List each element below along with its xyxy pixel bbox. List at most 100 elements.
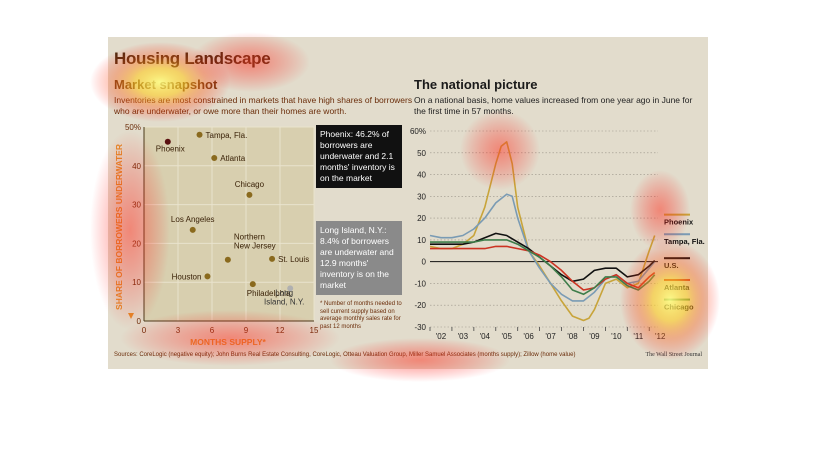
months-supply-footnote: * Number of months needed to sell curren… — [320, 301, 402, 330]
legend-label-atlanta: Atlanta — [664, 283, 690, 292]
scatter-point-los-angeles — [189, 226, 196, 233]
scatter-point-chicago — [246, 191, 253, 198]
scatter-label-phoenix: Phoenix — [156, 145, 185, 154]
scatter-label-line: Long — [275, 288, 293, 297]
line-y-tick-label: 40 — [417, 171, 426, 180]
line-x-tick-label: '12 — [655, 332, 666, 341]
line-x-tick-label: '03 — [458, 332, 469, 341]
legend-swatch-tampa-fla — [664, 233, 690, 236]
scatter-label-line: Chicago — [235, 180, 265, 189]
line-y-tick-label: 10 — [417, 236, 426, 245]
scatter-label-line: Northern — [234, 233, 265, 242]
line-y-tick-label: 30 — [417, 192, 426, 201]
line-y-tick-label: -10 — [414, 279, 426, 288]
line-legend: Phoenix Tampa, Fla. U.S. Atlanta Chicago — [664, 213, 705, 312]
line-x-tick-label: '11 — [633, 332, 643, 341]
scatter-x-tick-label: 0 — [142, 326, 147, 335]
scatter-label-chicago: Chicago — [235, 180, 265, 189]
line-series-group — [429, 141, 656, 322]
series-line-phoenix — [429, 141, 656, 322]
scatter-point-atlanta — [211, 155, 218, 162]
line-y-tick-label: 50 — [417, 149, 426, 158]
scatter-chart: 0 3 6 9 12 15 0 10 20 30 40 50% Phoenix Tampa, Fla. A… — [114, 123, 318, 347]
line-x-tick-label: '02 — [436, 332, 447, 341]
housing-graphic: Housing Landscape Market snapshot Invent… — [108, 37, 708, 369]
scatter-label-line: Island, N.Y. — [264, 297, 304, 306]
scatter-point-st-louis — [269, 255, 276, 262]
scatter-x-axis-label: MONTHS SUPPLY* — [190, 337, 266, 347]
scatter-label-line: Phoenix — [156, 145, 185, 154]
scatter-label-tampa-fla: Tampa, Fla. — [206, 131, 248, 140]
national-picture-description: On a national basis, home values increas… — [414, 95, 693, 116]
scatter-grid — [144, 126, 315, 321]
market-snapshot-heading: Market snapshot — [114, 77, 218, 92]
scatter-point-long-island-n-y — [287, 285, 294, 292]
line-x-tick-label: '04 — [480, 332, 491, 341]
sources-note: Sources: CoreLogic (negative equity); Jo… — [114, 352, 576, 358]
line-y-tick-label: -20 — [414, 301, 426, 310]
line-y-tick-label: 20 — [417, 214, 426, 223]
y-axis-arrow-icon — [128, 313, 134, 319]
long-island-callout: Long Island, N.Y.: 8.4% of borrowers are… — [316, 221, 402, 295]
legend-label-tampa-fla: Tampa, Fla. — [664, 237, 705, 246]
scatter-label-line: New Jersey — [234, 242, 276, 251]
line-x-tick-label: '10 — [611, 332, 622, 341]
line-x-tick-label: '09 — [589, 332, 600, 341]
scatter-label-st-louis: St. Louis — [278, 255, 309, 264]
legend-swatch-chicago — [664, 298, 690, 301]
legend-label-u-s: U.S. — [664, 261, 679, 270]
scatter-point-philadelphia — [249, 281, 256, 288]
scatter-x-tick-label: 9 — [244, 326, 249, 335]
line-y-ticks: 60% 50 40 30 20 10 0 -10 -20 -30 — [410, 127, 427, 332]
scatter-point-northern-new-jersey — [224, 256, 231, 263]
scatter-y-tick-label: 30 — [132, 201, 141, 210]
line-x-tick-label: '08 — [567, 332, 578, 341]
legend-label-phoenix: Phoenix — [664, 218, 694, 227]
scatter-label-line: Atlanta — [220, 154, 245, 163]
national-picture-heading: The national picture — [414, 77, 538, 92]
line-x-tick-label: '05 — [502, 332, 513, 341]
phoenix-callout: Phoenix: 46.2% of borrowers are underwat… — [316, 125, 402, 188]
scatter-plot-area — [144, 127, 314, 321]
line-y-tick-label: 0 — [422, 258, 427, 267]
scatter-label-long-island-n-y: Long Island, N.Y. — [264, 288, 304, 306]
wsj-credit: The Wall Street Journal — [645, 352, 702, 358]
line-x-tick-label: '07 — [545, 332, 556, 341]
scatter-label-los-angeles: Los Angeles — [171, 215, 215, 224]
scatter-x-tick-label: 15 — [310, 326, 318, 335]
legend-swatch-u-s — [664, 257, 690, 260]
line-x-ticks: '02 '03 '04 '05 '06 '07 '08 '09 '10 '11 '12 — [429, 327, 666, 341]
scatter-point-tampa-fla — [196, 131, 203, 138]
scatter-x-tick-label: 6 — [210, 326, 215, 335]
scatter-x-tick-label: 12 — [276, 326, 285, 335]
legend-swatch-atlanta — [664, 278, 690, 281]
legend-swatch-phoenix — [664, 213, 690, 216]
scatter-label-line: Tampa, Fla. — [206, 131, 248, 140]
scatter-label-philadelphia: Philadelphia — [247, 289, 291, 298]
graphic-title: Housing Landscape — [114, 49, 271, 68]
scatter-label-line: St. Louis — [278, 255, 309, 264]
scatter-label-line: Philadelphia — [247, 289, 291, 298]
line-y-tick-label: 60% — [410, 127, 426, 136]
scatter-y-tick-label: 0 — [137, 317, 142, 326]
scatter-x-tick-label: 3 — [176, 326, 181, 335]
series-line-tampa-fla — [429, 193, 656, 302]
scatter-y-tick-label: 50% — [125, 123, 141, 132]
scatter-labels: Phoenix Tampa, Fla. Atlanta Chicago Los Ange… — [156, 131, 309, 307]
scatter-label-line: Los Angeles — [171, 215, 215, 224]
scatter-point-houston — [204, 273, 211, 280]
line-grid — [430, 130, 658, 328]
scatter-label-northern-new-jersey: Northern New Jersey — [234, 233, 276, 251]
scatter-label-line: Houston — [172, 272, 202, 281]
scatter-label-atlanta: Atlanta — [220, 154, 245, 163]
legend-label-chicago: Chicago — [664, 303, 694, 312]
scatter-label-houston: Houston — [172, 272, 202, 281]
scatter-y-tick-label: 40 — [132, 162, 141, 171]
scatter-y-tick-label: 10 — [132, 278, 141, 287]
line-y-tick-label: -30 — [414, 323, 426, 332]
line-x-tick-label: '06 — [523, 332, 534, 341]
scatter-y-tick-label: 20 — [132, 239, 141, 248]
scatter-y-axis-label: SHARE OF BORROWERS UNDERWATER — [114, 144, 124, 310]
market-snapshot-description: Inventories are most constrained in mark… — [114, 95, 413, 116]
